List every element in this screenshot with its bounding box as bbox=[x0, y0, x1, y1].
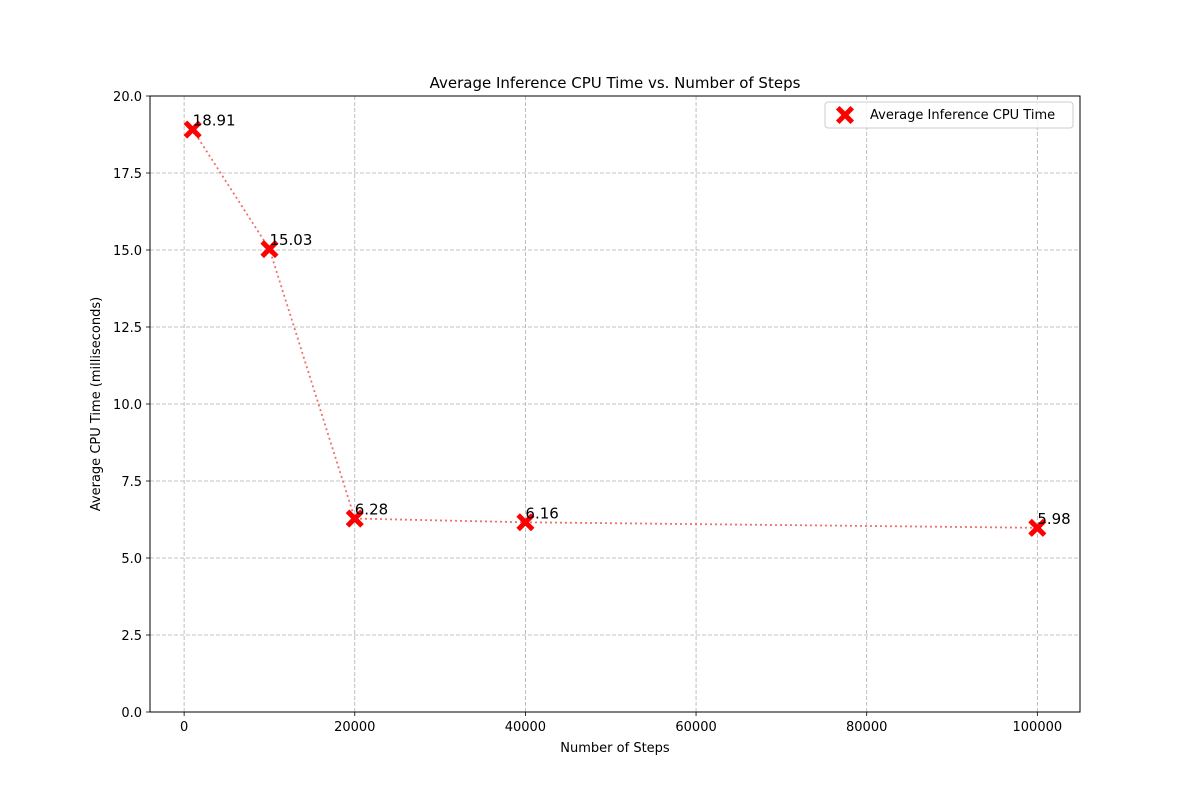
y-tick-label: 0.0 bbox=[121, 706, 142, 721]
y-tick-label: 10.0 bbox=[113, 398, 142, 413]
y-tick-label: 20.0 bbox=[113, 90, 142, 105]
y-tick-label: 15.0 bbox=[113, 244, 142, 259]
y-axis-label: Average CPU Time (milliseconds) bbox=[89, 297, 104, 511]
data-label: 18.91 bbox=[193, 112, 236, 130]
data-point bbox=[1028, 518, 1047, 537]
data-point bbox=[345, 509, 364, 528]
y-tick-label: 7.5 bbox=[121, 475, 142, 490]
y-tick-label: 12.5 bbox=[113, 321, 142, 336]
legend-box bbox=[824, 101, 1074, 129]
data-labels: 18.91 15.03 6.28 6.16 5.98 bbox=[193, 112, 1071, 528]
data-label: 5.98 bbox=[1037, 510, 1070, 528]
series-line bbox=[191, 129, 1038, 529]
series-line-layer bbox=[191, 129, 1038, 529]
data-point bbox=[516, 513, 535, 532]
data-point bbox=[183, 120, 202, 139]
x-tick-label: 20000 bbox=[334, 720, 375, 735]
y-tick-label: 2.5 bbox=[121, 629, 142, 644]
x-axis-ticks: 0 20000 40000 60000 80000 100000 bbox=[180, 712, 1062, 735]
x-tick-label: 100000 bbox=[1013, 720, 1063, 735]
data-point bbox=[260, 240, 279, 259]
x-tick-label: 0 bbox=[180, 720, 188, 735]
y-tick-label: 17.5 bbox=[113, 167, 142, 182]
x-tick-label: 40000 bbox=[505, 720, 546, 735]
grid bbox=[150, 95, 1080, 713]
legend-marker-x bbox=[835, 105, 855, 125]
legend-marker bbox=[835, 105, 855, 125]
data-points bbox=[183, 120, 1047, 537]
y-axis-ticks: 0.0 2.5 5.0 7.5 10.0 12.5 15.0 17.5 20.0 bbox=[113, 90, 150, 721]
x-tick-label: 80000 bbox=[846, 720, 887, 735]
data-label: 6.28 bbox=[355, 501, 388, 519]
data-label: 6.16 bbox=[525, 504, 558, 522]
y-tick-label: 5.0 bbox=[121, 552, 142, 567]
legend: Average Inference CPU Time bbox=[824, 101, 1074, 129]
x-axis-label: Number of Steps bbox=[560, 741, 670, 756]
chart-title: Average Inference CPU Time vs. Number of… bbox=[430, 74, 801, 92]
data-label: 15.03 bbox=[269, 231, 312, 249]
legend-label: Average Inference CPU Time bbox=[870, 108, 1055, 123]
x-tick-label: 60000 bbox=[675, 720, 716, 735]
